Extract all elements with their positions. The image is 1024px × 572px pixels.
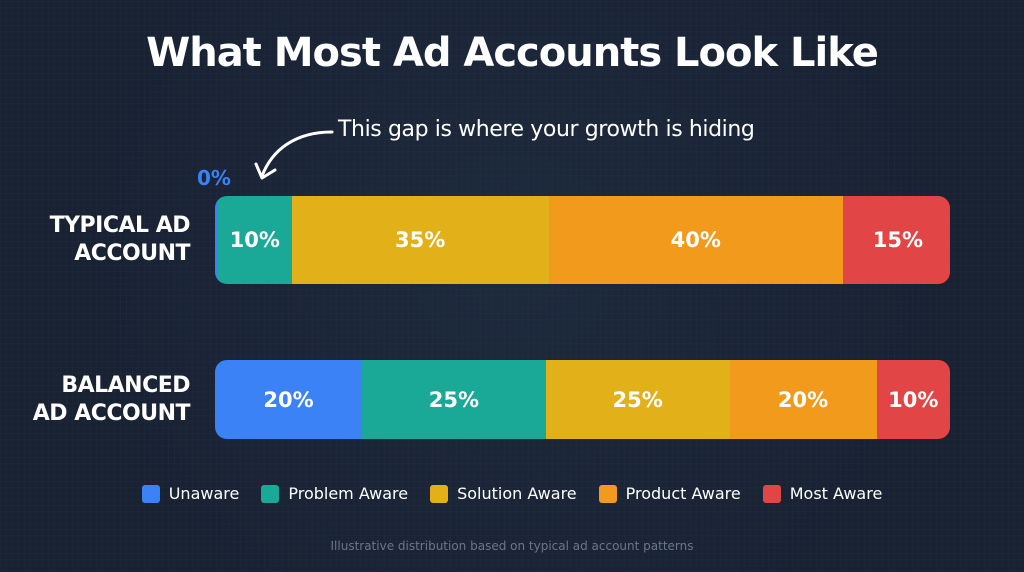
legend-label: Product Aware [625, 484, 741, 503]
row-label-line: ACCOUNT [74, 241, 190, 266]
row-label-line: AD ACCOUNT [32, 401, 191, 426]
legend-swatch [141, 484, 160, 503]
bar-segment-problem-aware: 25% [362, 360, 546, 439]
legend-swatch [261, 484, 280, 503]
bar-balanced-account: 20% 25% 25% 20% 10% [215, 360, 950, 439]
bar-segment-most-aware: 15% [842, 196, 950, 284]
row-label-balanced: BALANCED AD ACCOUNT [10, 372, 191, 428]
bar-typical-account: 10% 35% 40% 15% [215, 196, 950, 284]
legend-label: Most Aware [789, 484, 883, 503]
bar-segment-unaware [215, 196, 218, 284]
legend-item-most-aware: Most Aware [762, 484, 883, 503]
legend-item-problem-aware: Problem Aware [261, 484, 408, 503]
data-label: 20% [777, 387, 829, 412]
bar-segment-unaware: 20% [215, 360, 362, 439]
chart-legend: Unaware Problem Aware Solution Aware Produc… [0, 484, 1024, 503]
legend-swatch [598, 484, 617, 503]
legend-item-product-aware: Product Aware [598, 484, 741, 503]
data-label: 15% [872, 228, 923, 252]
row-label-line: BALANCED [61, 373, 190, 398]
legend-swatch [430, 484, 449, 503]
row-label-typical: TYPICAL AD ACCOUNT [10, 212, 191, 268]
bar-segment-product-aware: 40% [548, 196, 843, 284]
legend-item-unaware: Unaware [141, 484, 240, 503]
data-label: 35% [394, 228, 446, 252]
zero-percent-label: 0% [197, 166, 231, 190]
bar-segment-problem-aware: 10% [218, 196, 292, 284]
data-label: 10% [888, 387, 939, 412]
legend-label: Solution Aware [457, 484, 577, 503]
data-label: 20% [263, 387, 314, 412]
legend-label: Unaware [168, 484, 240, 503]
row-label-line: TYPICAL AD [49, 213, 191, 238]
legend-label: Problem Aware [288, 484, 409, 503]
bar-segment-solution-aware: 25% [545, 360, 730, 439]
bar-segment-solution-aware: 35% [291, 196, 549, 284]
chart-footnote: Illustrative distribution based on typic… [330, 539, 694, 553]
legend-swatch [762, 484, 781, 503]
chart-title: What Most Ad Accounts Look Like [146, 30, 879, 76]
data-label: 10% [229, 228, 280, 252]
data-label: 40% [670, 228, 721, 252]
bar-segment-most-aware: 10% [876, 360, 950, 439]
curved-arrow-icon [254, 130, 334, 180]
legend-item-solution-aware: Solution Aware [430, 484, 577, 503]
gap-annotation: This gap is where your growth is hiding [338, 117, 755, 142]
bar-segment-product-aware: 20% [729, 360, 877, 439]
data-label: 25% [428, 387, 479, 412]
data-label: 25% [612, 387, 663, 412]
